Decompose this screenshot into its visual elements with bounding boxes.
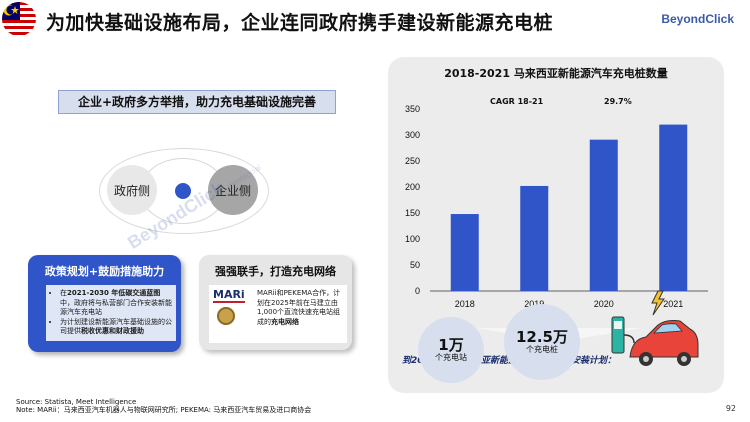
policy-bullet-bold: 税收优惠和财政援助 xyxy=(81,327,144,335)
stat-stations-circle: 1万 个充电站 xyxy=(418,317,484,383)
stat-piles-value: 12.5万 xyxy=(515,328,568,346)
bar-2020 xyxy=(589,139,618,291)
policy-bullet: 为计划建设新能源汽车基础设施的公司提供税收优惠和财政援助 xyxy=(60,318,172,337)
policy-card-body: 在2021-2030 年低碳交通蓝图中，政府将与私营部门合作安装新能源汽车充电站… xyxy=(46,285,176,341)
highlight-banner: 企业+政府多方举措，助力充电基础设施完善 xyxy=(58,90,336,114)
alliance-card: 强强联手，打造充电网络 MARi MARii和PEKEMA合作，计划在2025年… xyxy=(199,255,352,350)
page-title: 为加快基础设施布局，企业连同政府携手建设新能源充电桩 xyxy=(46,12,554,34)
cagr-value: 29.7% xyxy=(604,97,632,106)
bar-chart: 0501001502002503003502018201920202021 xyxy=(405,104,708,309)
policy-card-title: 政策规划+鼓励措施助力 xyxy=(44,265,165,278)
alliance-card-body: MARi MARii和PEKEMA合作，计划在2025年前在马建立由1,000个… xyxy=(209,285,347,343)
government-side-label: 政府侧 xyxy=(113,183,150,198)
policy-bullet-text: 在 xyxy=(60,289,67,297)
ev-car-charging-icon xyxy=(611,290,699,366)
abbreviation-note: Note: MARii：马来西亚汽车机器人与物联网研究所; PEKEMA: 马来… xyxy=(16,406,312,414)
y-tick-label: 150 xyxy=(405,208,420,218)
source-note: Source: Statista, Meet Intelligence xyxy=(16,398,137,406)
bar-2021 xyxy=(659,124,688,291)
y-tick-label: 0 xyxy=(415,286,420,296)
alliance-card-title: 强强联手，打造充电网络 xyxy=(215,265,336,278)
footer-notes: Source: Statista, Meet Intelligence Note… xyxy=(16,398,311,414)
y-tick-label: 200 xyxy=(405,182,420,192)
x-tick-label: 2020 xyxy=(594,299,614,309)
policy-bullet-bold: 2021-2030 年低碳交通蓝图 xyxy=(67,289,161,297)
bar-2019 xyxy=(520,185,549,291)
outer-ring xyxy=(99,148,269,234)
government-side-circle: 政府侧 xyxy=(107,165,157,215)
alliance-text: MARii和PEKEMA合作，计划在2025年前在马建立由1,000个直流快速充… xyxy=(257,289,345,327)
policy-bullet: 在2021-2030 年低碳交通蓝图中，政府将与私营部门合作安装新能源汽车充电站 xyxy=(60,289,172,318)
pekema-logo-icon xyxy=(217,307,235,325)
y-tick-label: 50 xyxy=(410,260,420,270)
cagr-label: CAGR 18-21 xyxy=(490,97,544,106)
stat-piles-circle: 12.5万 个充电桩 xyxy=(504,304,580,380)
stat-stations-label: 个充电站 xyxy=(435,353,467,362)
page-number: 92 xyxy=(725,404,736,413)
brand-logo: BeyondClick xyxy=(661,12,734,26)
business-side-label: 企业侧 xyxy=(214,183,251,198)
center-dot xyxy=(175,183,191,199)
bar-2018 xyxy=(450,214,479,291)
policy-bullet-text: 中，政府将与私营部门合作安装新能源汽车充电站 xyxy=(60,298,172,317)
y-tick-label: 300 xyxy=(405,130,420,140)
policy-bullet-text: 为计划建设新能源汽车基础设施的公司提供 xyxy=(60,317,172,336)
y-tick-label: 100 xyxy=(405,234,420,244)
policy-card: 政策规划+鼓励措施助力 在2021-2030 年低碳交通蓝图中，政府将与私营部门… xyxy=(28,255,181,352)
malaysia-flag-icon xyxy=(2,2,36,36)
chart-panel: 2018-2021 马来西亚新能源汽车充电桩数量 0 50 100 150 200 250… xyxy=(388,57,724,393)
mari-logo: MARi xyxy=(213,288,245,303)
x-tick-label: 2021 xyxy=(663,299,683,309)
business-side-circle: 企业侧 xyxy=(208,165,258,215)
y-tick-label: 250 xyxy=(405,156,420,166)
chart-title: 2018-2021 马来西亚新能源汽车充电桩数量 xyxy=(444,67,668,80)
alliance-text-bold: 充电网络 xyxy=(271,317,299,326)
stat-piles-label: 个充电桩 xyxy=(526,345,558,354)
y-tick-label: 350 xyxy=(405,104,420,114)
stat-stations-value: 1万 xyxy=(438,336,464,354)
alliance-text-body: MARii和PEKEMA合作，计划在2025年前在马建立由1,000个直流快速充… xyxy=(257,289,341,326)
x-tick-label: 2018 xyxy=(455,299,475,309)
